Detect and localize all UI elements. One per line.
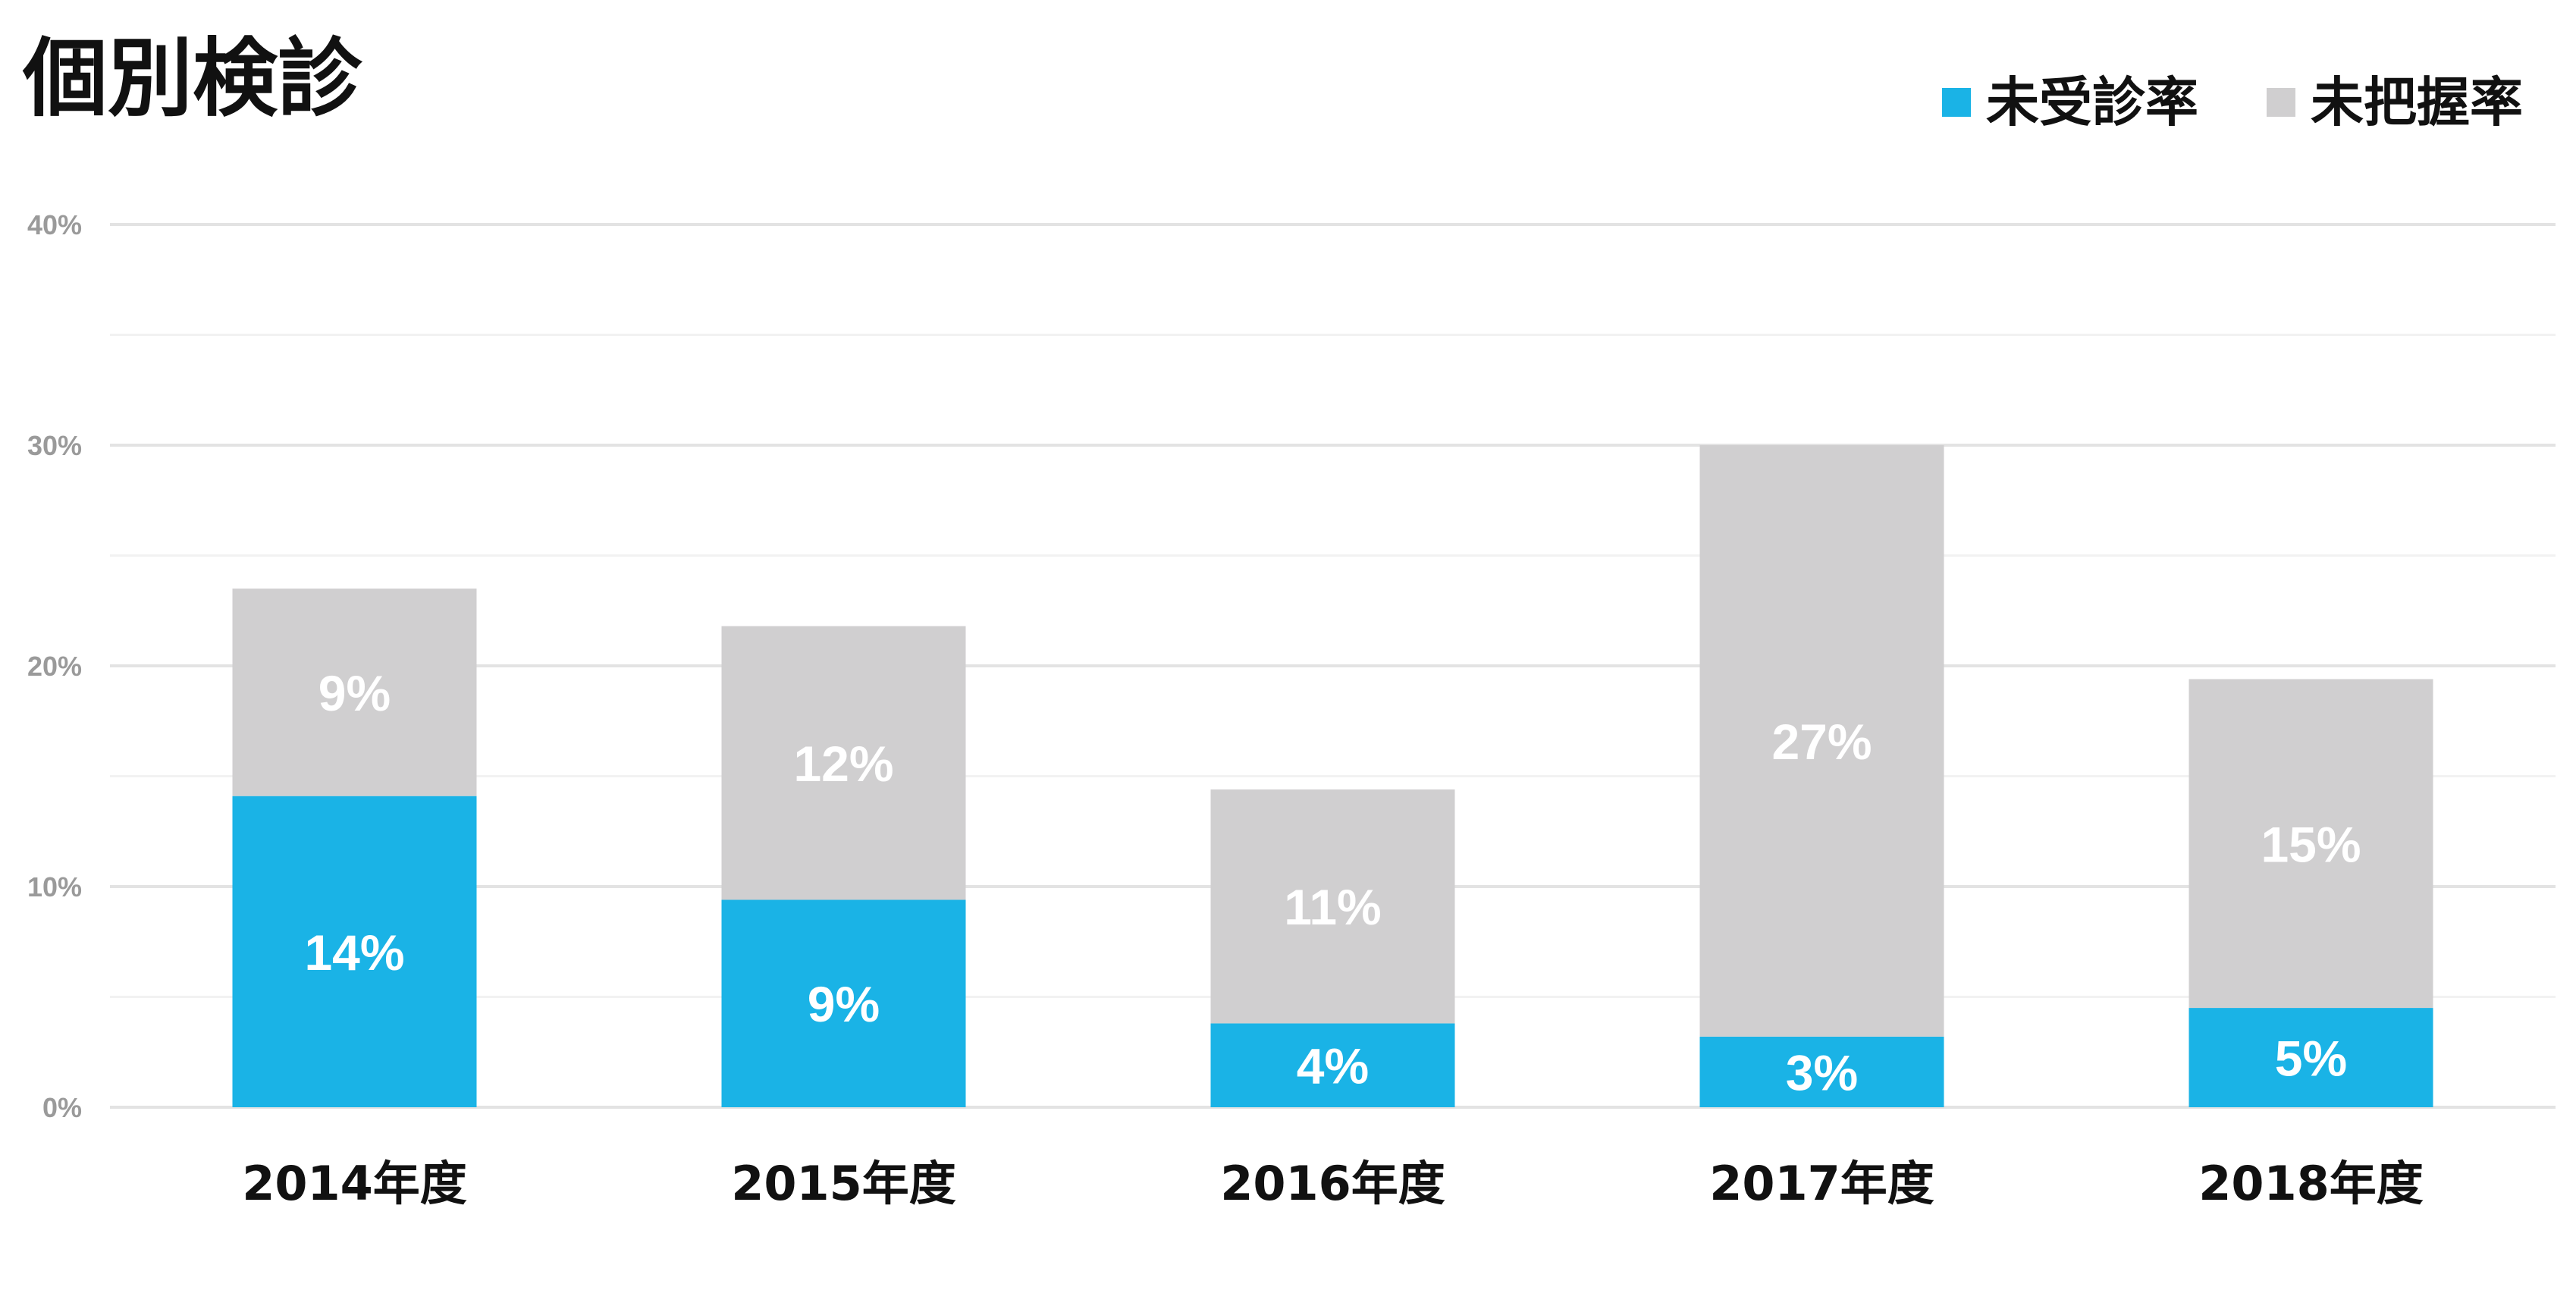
bar-value-label: 9%	[318, 665, 391, 721]
bar-segment	[232, 796, 477, 1107]
bar-value-label: 9%	[808, 976, 880, 1032]
bar-value-label: 12%	[793, 736, 893, 792]
bar-value-label: 3%	[1786, 1044, 1858, 1100]
bar-segment	[721, 626, 966, 900]
legend-item-unknown: 未把握率	[2267, 76, 2523, 129]
x-tick-label: 2017年度	[1709, 1156, 1934, 1211]
bar-value-label: 27%	[1771, 714, 1872, 770]
legend-swatch-unexamined	[1942, 88, 1971, 117]
chart-legend: 未受診率 未把握率	[1874, 76, 2523, 129]
bar-segment	[1699, 1036, 1944, 1107]
bar-segment	[1210, 1023, 1455, 1107]
axis-layer: 0% 10% 20% 30% 40% 2014年度 2015年度 2016年度 2017年度 20…	[27, 209, 2424, 1211]
bar-segment	[1699, 445, 1944, 1037]
x-tick-label: 2015年度	[731, 1156, 956, 1211]
y-tick-label: 0%	[42, 1092, 82, 1123]
y-tick-label: 20%	[27, 651, 82, 682]
legend-swatch-unknown	[2267, 88, 2295, 117]
x-tick-label: 2018年度	[2198, 1156, 2424, 1211]
bar-value-label: 11%	[1284, 879, 1381, 935]
x-tick-label: 2016年度	[1220, 1156, 1445, 1211]
bars-layer: 14% 9% 9% 12% 4% 11% 3% 27% 5% 15%	[232, 445, 2433, 1107]
bar-segment	[1210, 789, 1455, 1024]
bar-value-label: 5%	[2275, 1031, 2347, 1087]
bar-value-label: 14%	[304, 924, 404, 981]
bar-value-label: 15%	[2261, 816, 2361, 872]
bar-value-label: 4%	[1297, 1038, 1369, 1094]
bar-segment	[721, 899, 966, 1107]
legend-label-unexamined: 未受診率	[1986, 71, 2198, 133]
grid-layer	[110, 223, 2556, 1109]
legend-item-unexamined: 未受診率	[1942, 76, 2198, 129]
x-tick-label: 2014年度	[242, 1156, 467, 1211]
legend-label-unknown: 未把握率	[2311, 71, 2523, 133]
y-tick-label: 10%	[27, 871, 82, 902]
y-tick-label: 30%	[27, 430, 82, 461]
bar-segment	[2189, 1008, 2433, 1107]
bar-segment	[2189, 679, 2433, 1009]
y-tick-label: 40%	[27, 209, 82, 240]
bar-segment	[232, 589, 477, 796]
chart-title: 個別検診	[23, 30, 362, 128]
